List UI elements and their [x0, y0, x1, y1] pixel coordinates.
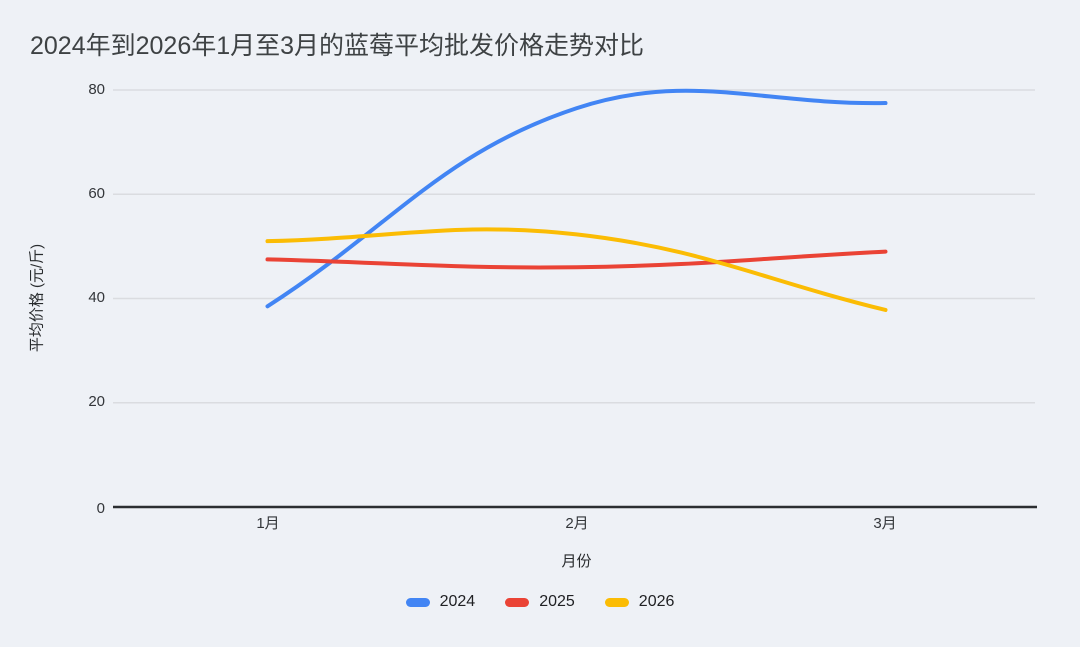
y-tick-label: 20: [88, 393, 105, 410]
legend-label: 2024: [439, 593, 476, 610]
x-tick-label: 3月: [873, 515, 897, 532]
y-axis-ticks: 80 60 40 20 0: [55, 0, 105, 647]
legend-item-2024[interactable]: 2024: [405, 592, 476, 612]
y-tick-label: 60: [88, 185, 105, 202]
legend-item-2026[interactable]: 2026: [604, 592, 675, 612]
legend-label: 2025: [539, 593, 575, 610]
series-line-2026: [265, 227, 888, 312]
chart-title: 2024年到2026年1月至3月的蓝莓平均批发价格走势对比: [30, 32, 645, 60]
x-axis-title: 月份: [561, 553, 592, 570]
legend-swatch-2026: [604, 597, 629, 607]
legend-label: 2026: [638, 593, 675, 610]
series-line-2024: [265, 88, 888, 309]
y-tick-label: 0: [96, 500, 105, 517]
legend-item-2025[interactable]: 2025: [505, 592, 575, 612]
x-tick-label: 1月: [256, 515, 280, 532]
series-line-2025: [265, 249, 888, 270]
legend-swatch-2025: [505, 597, 530, 607]
chart-legend: 2024 2025 2026: [0, 592, 1080, 612]
y-tick-label: 40: [88, 289, 105, 306]
legend-swatch-2024: [405, 597, 430, 607]
x-tick-label: 2月: [565, 515, 589, 532]
y-tick-label: 80: [88, 81, 105, 98]
